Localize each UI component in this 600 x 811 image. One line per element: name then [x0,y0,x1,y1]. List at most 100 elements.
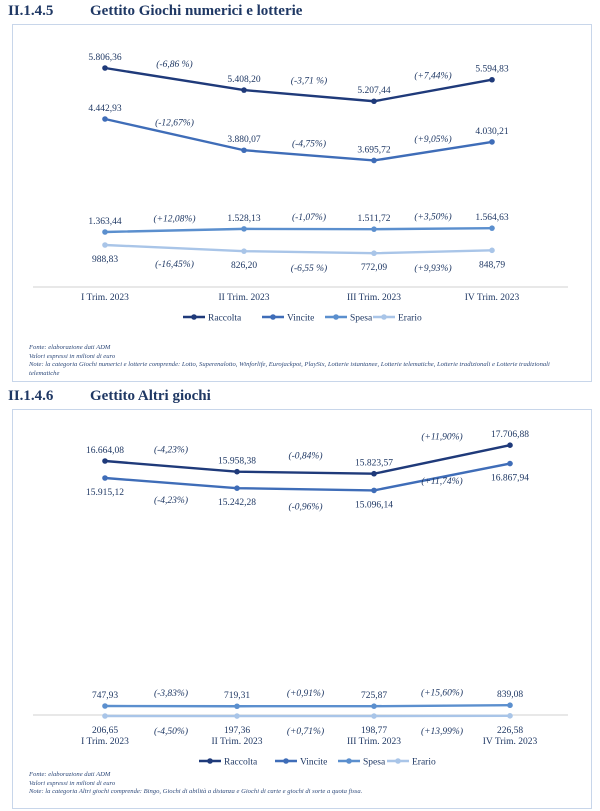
chart1-data-label-raccolta: 5.594,83 [475,65,509,75]
chart1-point-erario [371,250,377,257]
chart1-data-label-vincite: 4.442,93 [88,104,122,114]
chart2-notes: Fonte: elaborazione dati ADM Valori espr… [29,771,579,797]
chart2-data-label-raccolta: 17.706,88 [491,430,529,440]
chart2-change-label-erario: (+0,71%) [287,726,324,737]
chart1-point-raccolta [489,76,495,83]
chart2-point-spesa [371,703,377,709]
chart1-change-label-erario: (-16,45%) [155,259,194,270]
chart2-point-raccolta [102,458,108,464]
chart1-x-tick-label: IV Trim. 2023 [465,293,520,303]
chart1-data-label-erario: 826,20 [231,261,257,271]
chart2-data-label-spesa: 839,08 [497,690,523,700]
chart2-point-erario [507,713,513,719]
chart2-number: II.1.4.6 [8,388,54,404]
chart2-data-label-raccolta: 16.664,08 [86,446,124,456]
chart1-point-spesa [241,226,247,232]
chart1-title-text: Gettito Giochi numerici e lotterie [90,3,303,19]
chart1-change-label-vincite: (+9,05%) [414,134,451,145]
chart1-legend-label-raccolta: Raccolta [208,314,242,324]
chart2-point-vincite [507,460,513,467]
chart2-data-label-erario: 197,36 [224,726,250,736]
chart2-x-tick-label: IV Trim. 2023 [483,737,538,747]
chart1-point-spesa [371,226,377,232]
chart2-legend-marker-raccolta [207,758,213,764]
chart2-x-tick-label: I Trim. 2023 [81,737,129,747]
chart1-change-label-spesa: (-1,07%) [292,212,326,223]
chart2-data-label-erario: 206,65 [92,726,118,736]
chart2-data-label-erario: 226,58 [497,726,523,736]
chart1-line-vincite [104,117,493,162]
chart1-legend-label-vincite: Vincite [287,314,314,324]
chart2-point-vincite [102,475,108,481]
chart1-change-label-vincite: (-12,67%) [155,118,194,129]
chart1-change-label-erario: (+9,93%) [414,263,451,274]
chart2-data-label-vincite: 15.242,28 [218,498,256,508]
chart1-notes: Fonte: elaborazione dati ADM Valori espr… [29,344,579,378]
chart2-change-label-raccolta: (-4,23%) [154,444,188,455]
chart1-change-label-spesa: (+3,50%) [414,212,451,223]
chart2-legend-label-vincite: Vincite [300,758,327,768]
chart1-point-spesa [489,225,495,231]
chart2-point-erario [234,713,240,719]
chart1-data-label-erario: 772,09 [361,263,387,273]
chart1-point-raccolta [241,87,247,93]
chart1-point-spesa [102,229,108,235]
chart2-line-raccolta [104,444,511,475]
chart2-line-spesa [104,704,511,708]
chart1-legend-marker-raccolta [191,314,197,320]
chart2-legend-marker-vincite [283,758,289,764]
chart2-x-tick-label: II Trim. 2023 [212,737,263,747]
chart2-point-spesa [102,703,108,709]
chart1-point-vincite [489,139,495,145]
chart2-change-label-raccolta: (-0,84%) [288,451,322,462]
chart2-point-vincite [371,487,377,494]
chart1-legend-label-erario: Erario [398,314,422,324]
chart1-data-label-vincite: 4.030,21 [475,127,509,137]
chart2-data-label-vincite: 15.096,14 [355,500,393,510]
chart2-point-raccolta [371,470,377,477]
chart2-point-spesa [507,702,513,709]
chart2-legend-label-erario: Erario [412,758,436,768]
chart1-point-vincite [102,116,108,122]
chart1-point-erario [489,247,495,254]
chart1-x-tick-label: I Trim. 2023 [81,293,129,303]
chart1-point-raccolta [102,65,108,71]
chart1-panel: 5.806,36 5.408,20 5.207,44 5.594,83 (-6,86 %… [12,24,592,382]
chart2-data-label-spesa: 747,93 [92,691,118,701]
chart1-point-erario [102,242,108,248]
chart2-svg: 16.664,08 15.958,38 15.823,57 17.706,88 (-4,… [33,430,568,768]
chart1-svg: 5.806,36 5.408,20 5.207,44 5.594,83 (-6,86 %… [33,53,568,324]
chart2-title: II.1.4.6 Gettito Altri giochi [8,388,211,405]
chart1-data-label-vincite: 3.695,72 [357,145,391,155]
chart1-change-label-raccolta: (+7,44%) [414,70,451,81]
chart2-change-label-vincite: (-0,96%) [288,501,322,512]
chart2-change-label-spesa: (+15,60%) [421,688,463,699]
chart2-note-source: Fonte: elaborazione dati ADM [29,771,111,778]
chart2-data-label-erario: 198,77 [361,726,387,736]
chart1-line-erario [104,243,493,255]
chart1-data-label-raccolta: 5.806,36 [88,53,122,63]
chart1-x-tick-label: III Trim. 2023 [347,293,401,303]
chart2-point-raccolta [234,468,240,475]
chart2-data-label-raccolta: 15.958,38 [218,457,256,467]
chart1-point-erario [241,248,247,254]
chart2-change-label-erario: (-4,50%) [154,726,188,737]
chart1-point-vincite [241,147,247,154]
chart1-line-spesa [104,226,493,234]
chart1-change-label-erario: (-6,55 %) [291,263,327,274]
chart2-data-label-vincite: 15.915,12 [86,488,124,498]
chart2-point-erario [371,713,377,719]
chart2-legend-marker-erario [395,758,401,764]
chart1-data-label-erario: 988,83 [92,255,118,265]
chart2-title-text: Gettito Altri giochi [90,388,211,404]
chart1-data-label-spesa: 1.528,13 [227,214,261,224]
chart2-change-label-vincite: (+11,74%) [421,476,462,487]
chart1-legend-marker-erario [381,314,387,320]
chart1-note-category: Note: la categoria Giochi numerici e lot… [29,361,550,377]
chart1-line-raccolta [104,66,493,103]
chart1-title: II.1.4.5 Gettito Giochi numerici e lotter… [8,3,302,20]
chart2-line-vincite [104,462,511,492]
chart2-change-label-spesa: (+0,91%) [287,688,324,699]
chart2-legend-label-raccolta: Raccolta [224,758,258,768]
chart1-change-label-vincite: (-4,75%) [292,138,326,149]
